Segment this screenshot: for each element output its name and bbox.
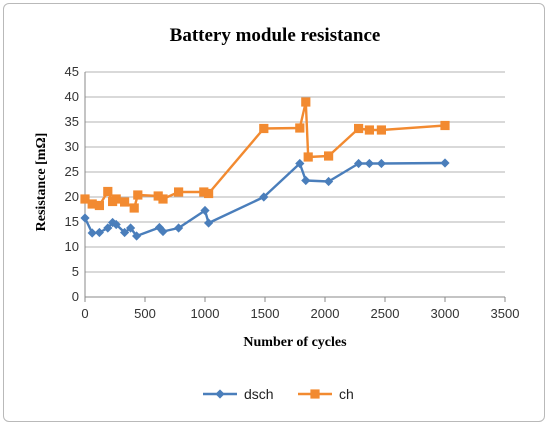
legend: dsch ch [203, 386, 354, 402]
data-point-ch [364, 125, 374, 135]
data-point-ch [120, 197, 130, 207]
data-point-ch [204, 188, 214, 199]
data-point-dsch [158, 226, 168, 237]
data-point-dsch [120, 227, 130, 238]
y-tick-label: 30 [65, 139, 79, 154]
y-tick-label: 15 [65, 214, 79, 229]
y-tick-label: 0 [72, 289, 79, 304]
data-point-dsch [301, 175, 311, 186]
y-tick-label: 40 [65, 89, 79, 104]
data-point-ch [199, 187, 209, 197]
x-tick-label: 3000 [431, 306, 460, 321]
y-tick-label: 5 [72, 264, 79, 279]
data-point-ch [301, 97, 311, 107]
legend-marker-ch [310, 389, 320, 399]
legend-label-dsch: dsch [244, 386, 274, 402]
series-dsch [80, 158, 450, 241]
data-point-dsch [87, 228, 97, 238]
data-point-dsch [364, 158, 374, 169]
data-point-dsch [295, 158, 305, 169]
series-ch [80, 97, 450, 213]
data-point-dsch [259, 192, 269, 202]
data-point-ch [174, 187, 184, 197]
data-point-ch [87, 199, 97, 209]
series-line-dsch [83, 161, 446, 238]
data-point-ch [376, 125, 386, 135]
x-tick-label: 0 [81, 306, 88, 321]
x-tick-label: 1000 [191, 306, 220, 321]
data-point-ch [129, 203, 139, 213]
data-point-dsch [132, 231, 142, 241]
data-point-ch [111, 194, 121, 204]
data-point-ch [80, 194, 90, 204]
data-point-dsch [174, 223, 184, 233]
y-tick-labels: 0 5 10 15 20 25 30 35 40 45 [65, 64, 79, 304]
data-point-dsch [94, 227, 104, 238]
data-point-ch [303, 152, 313, 162]
series-group [80, 97, 450, 241]
data-point-dsch [200, 205, 210, 216]
y-axis-label: Resistance [mΩ] [34, 133, 49, 232]
x-tick-label: 3500 [491, 306, 520, 321]
x-tick-labels: 0 500 1000 1500 2000 2500 3000 3500 [81, 306, 519, 321]
data-point-dsch [126, 223, 136, 233]
y-tick-label: 10 [65, 239, 79, 254]
data-point-dsch [354, 158, 364, 169]
x-tick-label: 500 [134, 306, 156, 321]
data-point-ch [259, 123, 269, 134]
data-point-ch [158, 194, 168, 204]
data-point-dsch [80, 213, 90, 223]
gridlines [85, 71, 505, 273]
legend-marker-dsch [215, 389, 225, 399]
data-point-ch [324, 151, 334, 161]
chart-frame [3, 3, 545, 422]
data-point-ch [94, 200, 104, 211]
data-point-ch [103, 186, 113, 197]
x-tick-label: 2000 [311, 306, 340, 321]
data-point-ch [133, 190, 143, 200]
data-point-ch [440, 120, 450, 131]
data-point-dsch [376, 158, 386, 169]
data-point-dsch [111, 219, 121, 230]
chart-title: Battery module resistance [170, 25, 381, 46]
y-tick-label: 35 [65, 114, 79, 129]
x-axis-label: Number of cycles [243, 335, 347, 350]
data-point-ch [354, 123, 364, 134]
data-point-ch [295, 123, 305, 133]
data-point-ch [153, 191, 163, 201]
data-point-dsch [103, 223, 113, 233]
y-tick-label: 25 [65, 164, 79, 179]
data-point-dsch [204, 218, 214, 228]
y-tick-label: 45 [65, 64, 79, 79]
data-point-dsch [324, 176, 334, 187]
x-tick-label: 2500 [371, 306, 400, 321]
data-point-dsch [440, 158, 450, 168]
x-tick-label: 1500 [251, 306, 280, 321]
y-tick-label: 20 [65, 189, 79, 204]
axes [84, 72, 506, 302]
legend-label-ch: ch [339, 386, 354, 402]
